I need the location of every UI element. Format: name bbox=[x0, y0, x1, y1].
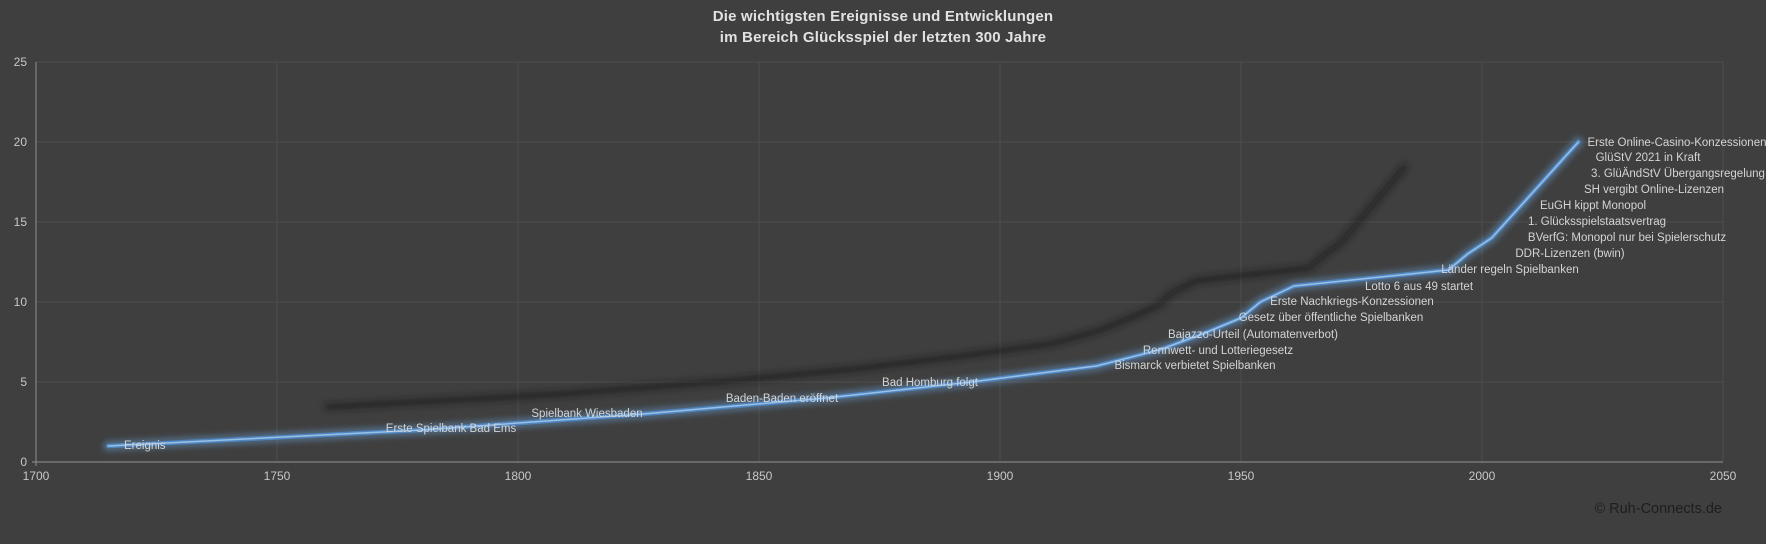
y-axis-tick-label: 0 bbox=[20, 455, 27, 469]
chart-title-line2: im Bereich Glücksspiel der letzten 300 J… bbox=[719, 29, 1047, 46]
event-label: Baden-Baden eröffnet bbox=[726, 393, 839, 405]
x-axis-tick-label: 2000 bbox=[1469, 469, 1496, 483]
event-label: BVerfG: Monopol nur bei Spielerschutz bbox=[1528, 232, 1726, 244]
event-label: Bismarck verbietet Spielbanken bbox=[1114, 360, 1275, 372]
x-axis-tick-label: 1850 bbox=[746, 469, 773, 483]
y-axis-tick-label: 25 bbox=[14, 55, 28, 69]
chart-title: Die wichtigsten Ereignisse und Entwicklu… bbox=[0, 6, 1766, 48]
y-axis-tick-label: 20 bbox=[14, 135, 28, 149]
event-label: SH vergibt Online-Lizenzen bbox=[1584, 184, 1724, 196]
timeline-line-highlight bbox=[107, 141, 1580, 447]
event-label: Bajazzo-Urteil (Automatenverbot) bbox=[1168, 329, 1338, 341]
event-label: Spielbank Wiesbaden bbox=[531, 408, 642, 420]
event-label: 3. GlüÄndStV Übergangsregelung bbox=[1591, 168, 1765, 180]
x-axis-tick-label: 1900 bbox=[987, 469, 1014, 483]
event-label: Erste Spielbank Bad Ems bbox=[386, 423, 517, 435]
event-label: Bad Homburg folgt bbox=[882, 377, 979, 389]
event-label: Erste Online-Casino-Konzessionen bbox=[1588, 137, 1766, 149]
y-axis-tick-label: 10 bbox=[14, 295, 28, 309]
x-axis-tick-label: 1950 bbox=[1228, 469, 1255, 483]
event-label: 1. Glücksspielstaatsvertrag bbox=[1528, 216, 1666, 228]
chart-title-line1: Die wichtigsten Ereignisse und Entwicklu… bbox=[712, 8, 1054, 25]
x-axis-tick-label: 1800 bbox=[505, 469, 532, 483]
event-label: Lotto 6 aus 49 startet bbox=[1365, 281, 1474, 293]
timeline-line-shadow bbox=[323, 163, 1409, 411]
x-axis-tick-label: 1750 bbox=[264, 469, 291, 483]
event-label: GlüStV 2021 in Kraft bbox=[1596, 152, 1702, 164]
event-label: Rennwett- und Lotteriegesetz bbox=[1143, 345, 1293, 357]
x-axis-tick-label: 1700 bbox=[23, 469, 50, 483]
copyright-text: © Ruh-Connects.de bbox=[1594, 501, 1722, 517]
event-label: EuGH kippt Monopol bbox=[1540, 200, 1646, 212]
event-label: Erste Nachkriegs-Konzessionen bbox=[1270, 296, 1434, 308]
y-axis-tick-label: 5 bbox=[20, 375, 27, 389]
event-label: DDR-Lizenzen (bwin) bbox=[1515, 248, 1624, 260]
timeline-line-glow bbox=[102, 136, 1584, 452]
x-axis-tick-label: 2050 bbox=[1710, 469, 1737, 483]
y-axis-tick-label: 15 bbox=[14, 215, 28, 229]
event-label: Ereignis bbox=[124, 440, 166, 452]
event-label: Gesetz über öffentliche Spielbanken bbox=[1239, 312, 1424, 324]
event-label: Länder regeln Spielbanken bbox=[1441, 264, 1578, 276]
